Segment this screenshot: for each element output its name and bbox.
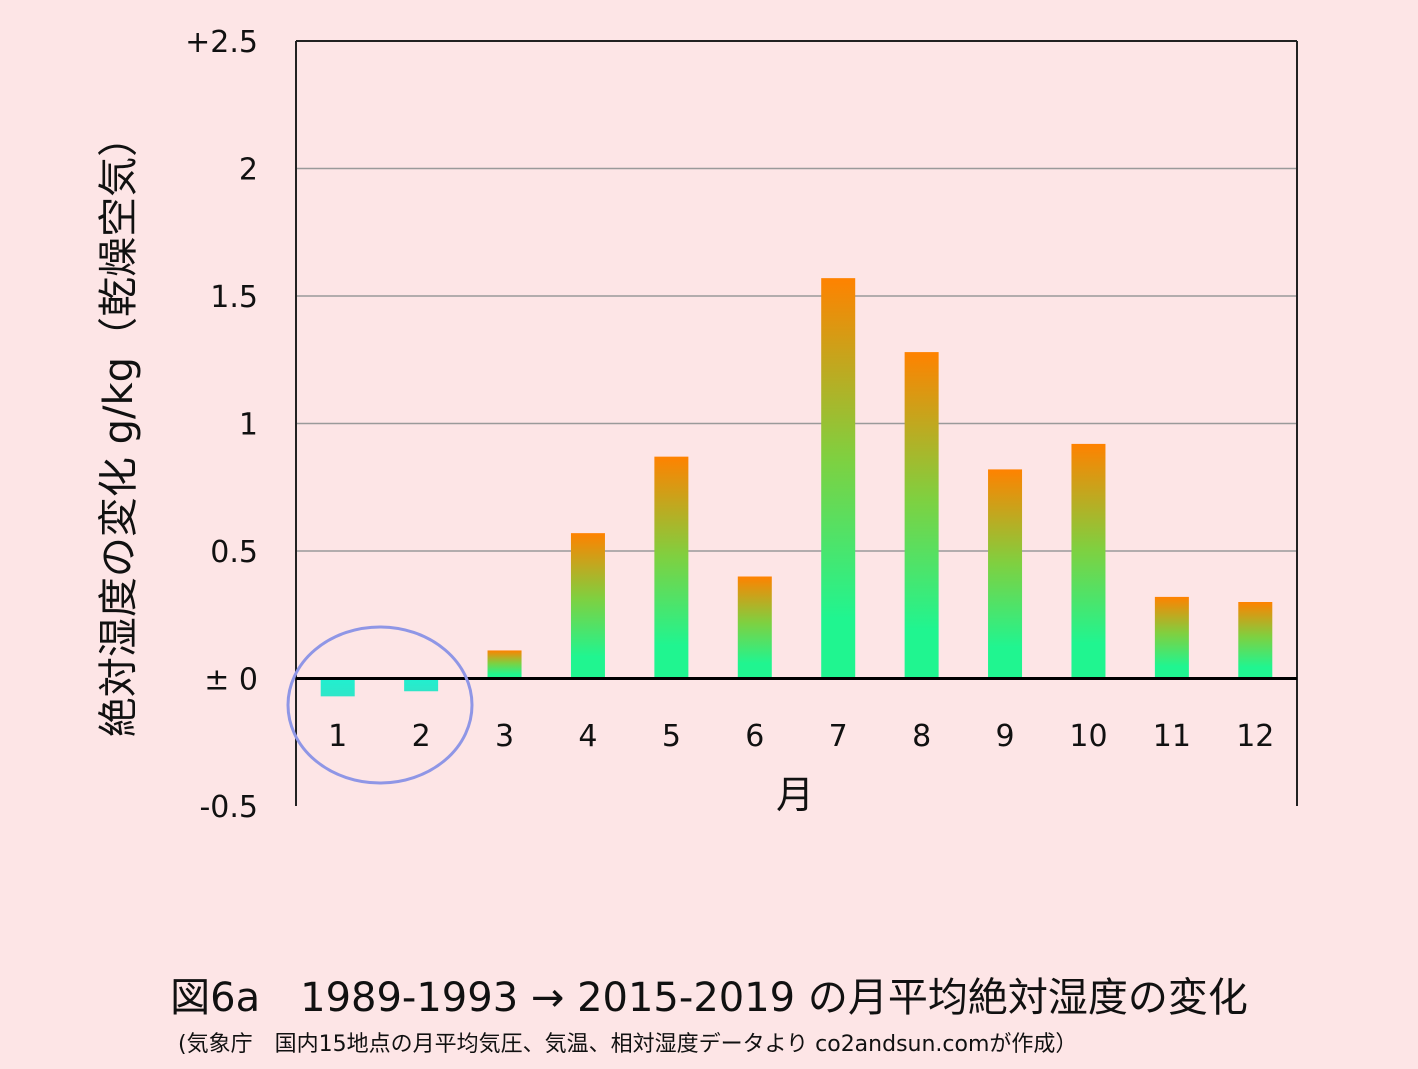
x-tick-label: 9 xyxy=(995,719,1014,754)
y-tick-label: 1 xyxy=(239,408,258,443)
bar-month-6 xyxy=(737,576,772,679)
bar-month-3 xyxy=(487,650,522,679)
x-tick-label: 5 xyxy=(662,719,681,754)
x-tick-label: 7 xyxy=(829,719,848,754)
bar-month-5 xyxy=(654,456,689,679)
y-tick-label: ± 0 xyxy=(204,663,258,698)
x-tick-label: 10 xyxy=(1069,719,1107,754)
highlight-ellipse xyxy=(286,625,474,785)
bar-month-2 xyxy=(404,678,439,692)
bar-month-12 xyxy=(1238,602,1273,679)
y-axis-title: 絶対湿度の変化 g/kg（乾燥空気） xyxy=(96,117,142,737)
bar-month-8 xyxy=(904,352,939,679)
bar-month-10 xyxy=(1071,443,1106,679)
x-tick-label: 4 xyxy=(578,719,597,754)
y-tick-label: 0.5 xyxy=(210,535,258,570)
tick-labels: +2.521.510.5± 0-0.51 2 3 4 5 6 7 8 9 10 11 12 xyxy=(185,25,1274,825)
x-tick-label: 1 xyxy=(328,719,347,754)
y-tick-label: 2 xyxy=(239,153,258,188)
x-tick-label: 12 xyxy=(1236,719,1274,754)
x-tick-label: 8 xyxy=(912,719,931,754)
x-axis-title: 月 xyxy=(776,773,814,817)
bars xyxy=(320,278,1273,697)
gridlines xyxy=(296,167,1297,552)
bar-month-9 xyxy=(988,469,1023,679)
bar-month-1 xyxy=(320,678,355,697)
x-tick-label: 6 xyxy=(745,719,764,754)
bar-month-4 xyxy=(570,533,605,679)
x-tick-label: 11 xyxy=(1153,719,1191,754)
y-tick-label: 1.5 xyxy=(210,280,258,315)
x-tick-label: 2 xyxy=(412,719,431,754)
y-tick-label: +2.5 xyxy=(185,25,258,60)
axes xyxy=(295,40,1298,806)
y-tick-label: -0.5 xyxy=(199,790,258,825)
figure-source: (気象庁 国内15地点の月平均気圧、気温、相対湿度データより co2andsun… xyxy=(178,1032,1078,1057)
figure-title: 図6a 1989-1993 → 2015-2019 の月平均絶対湿度の変化 xyxy=(170,975,1248,1021)
bar-month-11 xyxy=(1154,596,1189,679)
x-tick-label: 3 xyxy=(495,719,514,754)
bar-month-7 xyxy=(821,278,856,679)
